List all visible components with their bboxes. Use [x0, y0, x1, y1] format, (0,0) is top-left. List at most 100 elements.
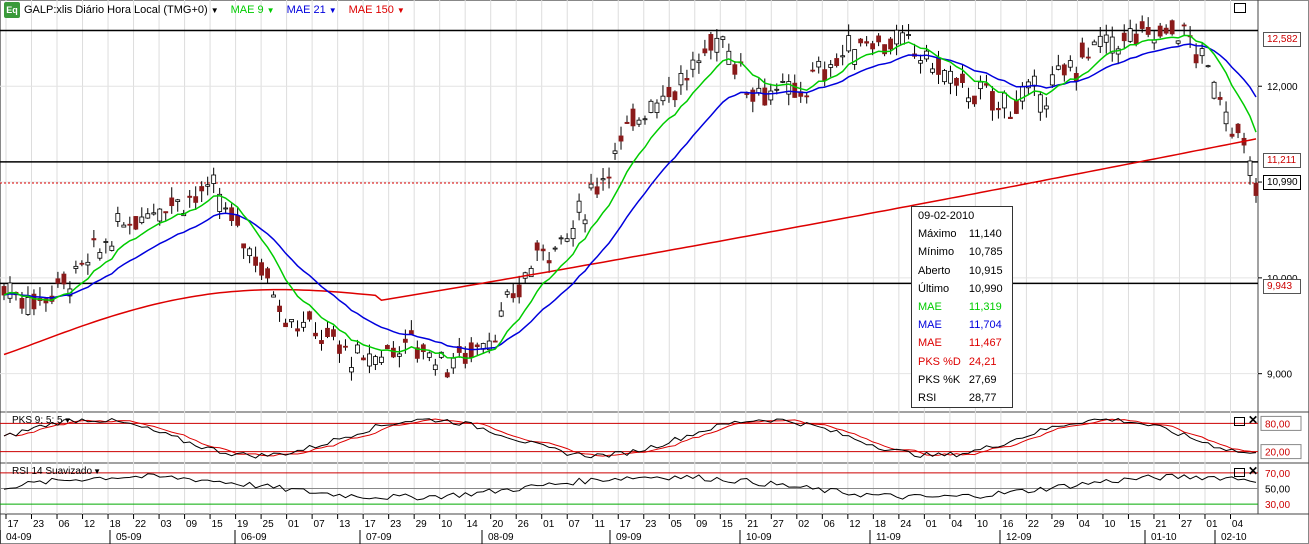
y-tick-label: 12,000	[1267, 82, 1298, 93]
candle-body	[31, 293, 37, 310]
candle-body	[672, 91, 678, 101]
ma150-label[interactable]: MAE 150	[348, 4, 394, 16]
x-day-tick: 11	[595, 519, 606, 530]
candle-body	[954, 77, 959, 86]
candle-body	[103, 241, 109, 243]
price-tag-9943: 9,943	[1263, 279, 1301, 294]
candle-body	[708, 34, 714, 51]
candle-body	[295, 328, 300, 332]
candle-body	[133, 216, 139, 230]
candle-body	[187, 195, 193, 198]
candle-body	[1002, 92, 1007, 109]
candle-body	[319, 340, 324, 344]
candle-body	[271, 294, 276, 298]
ma150-dropdown-icon[interactable]: ▼	[396, 5, 405, 15]
equity-badge[interactable]: Eq	[4, 2, 20, 18]
x-month-tick: 05-09	[116, 532, 142, 543]
pks-label[interactable]: PKS 9; 5; 5▼	[12, 415, 72, 426]
candle-body	[325, 327, 330, 337]
x-day-tick: 10	[441, 519, 453, 530]
candle-body	[534, 242, 540, 251]
candle-body	[1, 286, 7, 296]
x-day-tick: 18	[875, 519, 887, 530]
candle-body	[840, 55, 846, 58]
ma9-label[interactable]: MAE 9	[230, 4, 264, 16]
data-window-key: RSI	[918, 391, 937, 404]
x-month-tick: 09-09	[616, 532, 642, 543]
candle-body	[1043, 105, 1049, 110]
data-window-row: Aberto 10,915	[912, 262, 1012, 280]
candle-body	[1079, 42, 1085, 58]
candle-body	[247, 248, 253, 257]
candle-body	[1145, 27, 1151, 35]
x-day-tick: 02	[798, 519, 810, 530]
candle-body	[1049, 74, 1055, 86]
candle-body	[343, 345, 348, 348]
candle-body	[720, 36, 726, 40]
x-day-tick: 09	[696, 519, 708, 530]
candle-body	[948, 70, 953, 84]
candle-body	[894, 29, 899, 45]
pks-maximize-icon[interactable]	[1234, 417, 1245, 426]
symbol-label[interactable]: GALP:xlis Diário Hora Local (TMG+0)	[24, 4, 208, 16]
price-tag-last: 10,990	[1263, 175, 1301, 190]
x-month-tick: 04-09	[6, 532, 32, 543]
rsi-maximize-icon[interactable]	[1234, 468, 1245, 477]
candle-body	[337, 344, 342, 354]
candle-body	[7, 282, 13, 299]
rsi-label[interactable]: RSI 14 Suavizado▼	[12, 466, 101, 477]
candle-body	[666, 86, 672, 98]
candle-body	[61, 273, 67, 285]
candle-body	[301, 321, 306, 328]
candle-body	[1031, 75, 1037, 87]
x-day-tick: 13	[339, 519, 351, 530]
pks-tag-80	[1260, 415, 1302, 431]
candle-body	[19, 297, 25, 309]
candle-body	[175, 199, 181, 202]
candle-body	[373, 356, 378, 365]
candle-body	[420, 344, 426, 353]
x-day-tick: 15	[212, 519, 224, 530]
x-month-tick: 07-09	[366, 532, 392, 543]
candle-body	[121, 224, 127, 228]
rsi-level-label: 30,00	[1265, 500, 1290, 511]
candle-body	[367, 353, 372, 367]
data-window-value: 24,21	[968, 355, 997, 368]
ma21-dropdown-icon[interactable]: ▼	[328, 5, 337, 15]
candle-body	[1235, 123, 1241, 134]
x-day-tick: 07	[569, 519, 581, 530]
maximize-icon[interactable]	[1234, 3, 1246, 13]
candle-body	[91, 238, 97, 241]
candle-body	[858, 38, 864, 44]
data-window-key: MAE	[918, 301, 942, 314]
candle-body	[414, 347, 420, 359]
candle-body	[822, 69, 828, 81]
candle-body	[1139, 21, 1145, 29]
data-window-key: MAE	[918, 337, 942, 350]
candle-body	[1163, 27, 1169, 34]
symbol-dropdown-icon[interactable]: ▼	[210, 5, 219, 15]
candle-body	[810, 69, 816, 72]
candle-body	[678, 73, 684, 86]
candle-body	[313, 332, 318, 337]
ma9-dropdown-icon[interactable]: ▼	[266, 5, 275, 15]
candle-body	[576, 200, 582, 213]
x-day-tick: 27	[1181, 519, 1193, 530]
candle-body	[570, 228, 576, 240]
pks-k-line	[3, 417, 1257, 459]
rsi-close-icon[interactable]: ✕	[1248, 464, 1259, 478]
candle-body	[990, 91, 995, 111]
candle-body	[498, 310, 504, 317]
candle-body	[588, 183, 594, 189]
candle-body	[384, 345, 390, 350]
candle-body	[259, 262, 264, 276]
ma21-label[interactable]: MAE 21	[286, 4, 326, 16]
candle-body	[331, 329, 336, 337]
x-day-tick: 24	[900, 519, 912, 530]
x-day-tick: 01	[288, 519, 300, 530]
pks-close-icon[interactable]: ✕	[1248, 413, 1259, 427]
x-month-tick: 12-09	[1006, 532, 1032, 543]
candle-body	[930, 68, 935, 73]
candle-body	[762, 87, 768, 106]
